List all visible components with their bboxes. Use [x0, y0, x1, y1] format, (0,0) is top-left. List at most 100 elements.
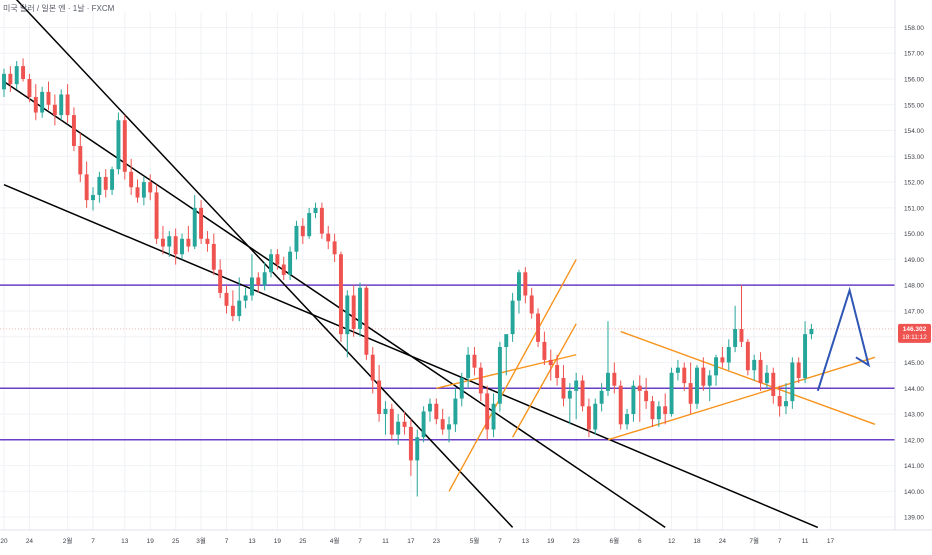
- candle-body: [764, 372, 769, 384]
- candle-body: [688, 383, 693, 404]
- candle: [555, 354, 560, 386]
- time-tick-label: 25: [299, 538, 307, 545]
- price-tick-label: 147.00: [904, 308, 924, 315]
- candle-body: [103, 176, 108, 190]
- candle-body: [205, 238, 210, 244]
- orange-trend-lines: [436, 259, 876, 492]
- time-tick-label: 6월: [610, 536, 620, 545]
- grid-layer: [0, 12, 895, 530]
- candle-body: [396, 421, 401, 435]
- candle-body: [612, 372, 617, 386]
- price-tick-label: 152.00: [904, 180, 924, 187]
- candle-body: [650, 401, 655, 420]
- candle: [275, 249, 280, 270]
- candle-body: [383, 408, 388, 415]
- candle-body: [78, 146, 83, 175]
- candle-body: [478, 367, 483, 394]
- orange-trend-line: [620, 330, 876, 425]
- projection-layer: [816, 286, 871, 392]
- candle-body: [135, 187, 140, 198]
- price-tick-label: 142.00: [904, 437, 924, 444]
- candle: [211, 233, 216, 275]
- price-tick-label: 140.00: [904, 489, 924, 496]
- candle-body: [472, 354, 477, 368]
- candle: [586, 398, 591, 438]
- candle-body: [160, 238, 165, 247]
- horizontal-levels: [0, 284, 895, 441]
- candle: [180, 233, 184, 260]
- candle: [796, 357, 801, 384]
- candle: [567, 383, 572, 425]
- time-tick-label: 25: [172, 538, 180, 545]
- candle-body: [199, 207, 204, 239]
- candle-body: [52, 104, 57, 116]
- candle-body: [281, 264, 286, 275]
- candle-body: [91, 194, 95, 201]
- candle-body: [192, 207, 197, 247]
- candle: [2, 68, 6, 98]
- candle-body: [586, 406, 591, 430]
- candle-body: [180, 238, 184, 255]
- candle-body: [97, 176, 102, 195]
- candle-body: [631, 385, 636, 415]
- price-tick-label: 156.00: [904, 77, 924, 84]
- candle-body: [618, 385, 623, 425]
- candle: [434, 398, 439, 425]
- candle: [205, 231, 210, 252]
- candle-body: [211, 243, 216, 270]
- candle: [84, 161, 89, 208]
- candle: [574, 372, 579, 420]
- candle: [243, 287, 248, 309]
- orange-trend-line: [448, 259, 577, 492]
- candle-body: [752, 359, 757, 371]
- candle: [71, 107, 76, 152]
- candle: [466, 347, 471, 389]
- candle-body: [459, 377, 464, 399]
- candle-body: [243, 295, 248, 301]
- candle-body: [758, 359, 763, 384]
- price-tick-label: 155.00: [904, 102, 924, 109]
- candle: [14, 60, 19, 90]
- candle-body: [726, 347, 731, 363]
- price-badge-countdown: 18:11:12: [902, 334, 927, 341]
- candle: [141, 176, 146, 206]
- price-tick-label: 143.00: [904, 412, 924, 419]
- candle-body: [154, 192, 159, 239]
- candle: [631, 380, 636, 422]
- candle: [116, 112, 121, 175]
- candle: [122, 115, 127, 180]
- candle: [777, 385, 782, 417]
- candle-body: [536, 313, 541, 342]
- candle-body: [8, 73, 13, 85]
- time-tick-label: 11: [802, 538, 809, 545]
- candle: [402, 411, 407, 435]
- candle: [637, 375, 642, 422]
- candle: [784, 383, 788, 415]
- price-tick-label: 149.00: [904, 257, 924, 264]
- candle-body: [116, 120, 121, 170]
- candle: [548, 349, 553, 381]
- candle-body: [408, 426, 413, 461]
- candle: [459, 372, 464, 407]
- time-tick-label: 17: [827, 538, 835, 545]
- time-tick-label: 7: [778, 538, 782, 545]
- candle: [160, 225, 165, 255]
- candle: [192, 194, 197, 250]
- candle: [726, 339, 731, 371]
- price-tick-label: 153.00: [904, 154, 924, 161]
- channel-line: [15, 0, 514, 528]
- time-tick-label: 13: [248, 538, 256, 545]
- candle: [186, 225, 191, 252]
- candle: [307, 207, 312, 239]
- candle-body: [561, 377, 566, 399]
- candle: [300, 218, 305, 244]
- candle-body: [675, 367, 680, 373]
- candle-body: [733, 328, 738, 348]
- candle: [288, 246, 293, 281]
- candle: [682, 362, 687, 391]
- candle-body: [307, 213, 312, 237]
- time-tick-label: 23: [433, 538, 441, 545]
